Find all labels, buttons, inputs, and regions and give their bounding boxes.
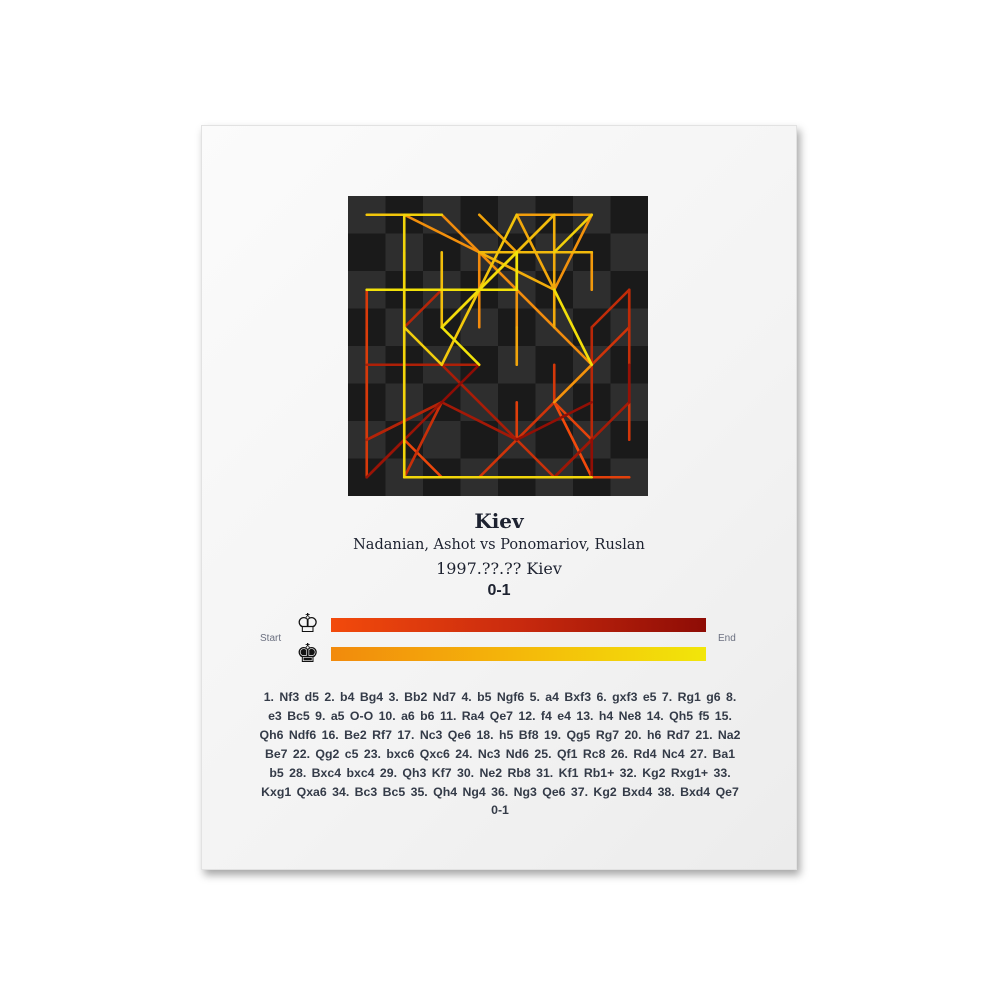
black-move-path [477,213,519,292]
black-gradient-bar [331,647,706,661]
white-king-icon: ♔ [296,608,320,638]
move-list: 1. Nf3 d5 2. b4 Bg4 3. Bb2 Nd7 4. b5 Ngf… [259,690,741,818]
chess-board-move-map [348,196,648,496]
black-move-path [402,325,444,367]
poster-title: Kiev [474,509,524,533]
white-move-path [552,400,594,479]
white-move-path [440,363,481,404]
black-move-path [515,213,556,254]
players: Nadanian, Ashot vs Ponomariov, Ruslan [353,537,645,553]
white-gradient-bar [331,618,706,632]
white-move-path [552,438,594,479]
white-move-path [515,438,556,479]
board-square [610,196,648,234]
white-move-path [552,400,594,442]
white-move-path [402,438,444,479]
move-paths [365,213,631,479]
black-move-path [402,213,481,254]
white-move-path [402,288,444,329]
black-move-path [552,213,594,254]
result: 0-1 [487,582,511,599]
black-king-icon: ♚ [296,638,320,668]
white-move-path [515,400,594,442]
white-move-path [440,363,519,442]
black-move-path [440,288,481,367]
black-move-path [552,288,594,367]
white-move-path [590,288,631,329]
black-move-path [477,213,519,254]
white-move-path [402,400,444,479]
board-square [610,233,648,271]
legend-end-label: End [718,633,736,644]
event-date: 1997.??.?? Kiev [436,559,562,578]
white-move-path [440,400,519,442]
board-square [348,233,386,271]
legend-start-label: Start [260,633,282,644]
black-move-path [552,363,594,404]
black-move-path [440,325,481,367]
